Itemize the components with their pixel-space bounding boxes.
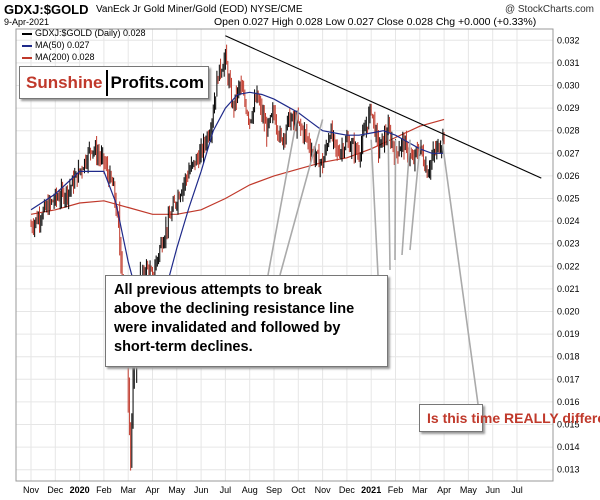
x-tick-label: Jun [194, 485, 209, 495]
resistance-layer [225, 35, 542, 179]
x-tick-label: Aug [242, 485, 258, 495]
y-tick-label: 0.027 [557, 148, 580, 158]
chart-subtitle: VanEck Jr Gold Miner/Gold (EOD) NYSE/CME [96, 4, 303, 15]
x-tick-label: Feb [96, 485, 112, 495]
legend-ma200: MA(200) 0.028 [22, 52, 95, 62]
question-text: Is this time REALLY different? [427, 410, 600, 426]
x-tick-label: Dec [47, 485, 64, 495]
logo-part1: Sunshine [26, 72, 103, 92]
legend-swatch-ma50 [22, 44, 32, 47]
x-tick-label: Jun [485, 485, 500, 495]
chart-date: 9-Apr-2021 [4, 17, 50, 27]
legend-main-label: GDXJ:$GOLD (Daily) 0.028 [35, 28, 146, 38]
y-tick-label: 0.018 [557, 352, 580, 362]
ma50-layer [30, 91, 445, 317]
logo-divider [105, 69, 108, 96]
y-tick-label: 0.021 [557, 284, 580, 294]
annotation-line-4: short-term declines. [114, 339, 253, 355]
y-tick-label: 0.032 [557, 35, 580, 45]
y-tick-label: 0.019 [557, 329, 580, 339]
ma200-line [30, 118, 445, 215]
ma200-layer [30, 118, 445, 215]
y-tick-label: 0.017 [557, 374, 580, 384]
x-tick-label: Apr [437, 485, 451, 495]
x-tick-label: 2021 [361, 485, 381, 495]
chart-symbol: GDXJ:$GOLD [4, 2, 89, 17]
x-tick-label: Apr [145, 485, 159, 495]
callout-arrow [387, 135, 391, 271]
credit-text: @ StockCharts.com [504, 4, 594, 15]
y-tick-label: 0.030 [557, 81, 580, 91]
ma50-line [30, 91, 445, 317]
plot-frame [15, 28, 554, 482]
x-tick-label: Mar [412, 485, 428, 495]
callout-arrow [370, 139, 379, 276]
callout-arrow [267, 110, 300, 276]
x-tick-label: Feb [388, 485, 404, 495]
logo-part2: Profits.com [110, 72, 205, 92]
y-tick-label: 0.023 [557, 239, 580, 249]
ohlc-readout: Open 0.027 High 0.028 Low 0.027 Close 0.… [214, 16, 537, 28]
callout-arrow [409, 146, 421, 251]
annotation-line-2: above the declining resistance line [114, 301, 355, 317]
y-tick-label: 0.031 [557, 58, 580, 68]
legend-main: GDXJ:$GOLD (Daily) 0.028 [22, 28, 146, 38]
y-tick-label: 0.014 [557, 442, 580, 452]
x-tick-label: Sep [266, 485, 282, 495]
x-tick-label: Nov [23, 485, 40, 495]
legend-swatch-price [22, 32, 32, 35]
callout-arrow [279, 119, 324, 276]
sunshine-profits-logo: Sunshine Profits.com [19, 66, 209, 99]
callout-arrow [394, 139, 397, 261]
question-box [419, 404, 483, 432]
y-tick-label: 0.020 [557, 307, 580, 317]
y-tick-label: 0.029 [557, 103, 580, 113]
resistance-line [225, 35, 542, 179]
x-tick-label: Jul [220, 485, 232, 495]
y-tick-label: 0.016 [557, 397, 580, 407]
y-tick-label: 0.022 [557, 261, 580, 271]
y-tick-label: 0.028 [557, 126, 580, 136]
annotation-line-3: were invalidated and followed by [114, 320, 341, 336]
x-tick-label: May [460, 485, 478, 495]
x-tick-label: 2020 [70, 485, 90, 495]
callout-arrow [401, 139, 411, 256]
legend-ma200-label: MA(200) 0.028 [35, 52, 95, 62]
x-tick-label: May [168, 485, 186, 495]
y-tick-label: 0.013 [557, 465, 580, 475]
legend-ma50: MA(50) 0.027 [22, 40, 90, 50]
annotation-box: All previous attempts to break above the… [105, 275, 388, 367]
x-tick-label: Oct [291, 485, 306, 495]
y-tick-label: 0.024 [557, 216, 580, 226]
legend-ma50-label: MA(50) 0.027 [35, 40, 90, 50]
x-tick-label: Jul [511, 485, 523, 495]
y-tick-label: 0.015 [557, 420, 580, 430]
question-arrow [441, 140, 479, 405]
y-tick-label: 0.026 [557, 171, 580, 181]
x-tick-label: Dec [339, 485, 356, 495]
axes: 0.013 0.014 0.015 0.016 0.017 0.018 0.019 0.020… [15, 28, 580, 495]
x-tick-label: Nov [315, 485, 332, 495]
callout-arrows [267, 110, 479, 405]
x-tick-label: Mar [120, 485, 136, 495]
legend-swatch-ma200 [22, 56, 32, 59]
y-tick-label: 0.025 [557, 194, 580, 204]
annotation-line-1: All previous attempts to break [114, 282, 322, 298]
